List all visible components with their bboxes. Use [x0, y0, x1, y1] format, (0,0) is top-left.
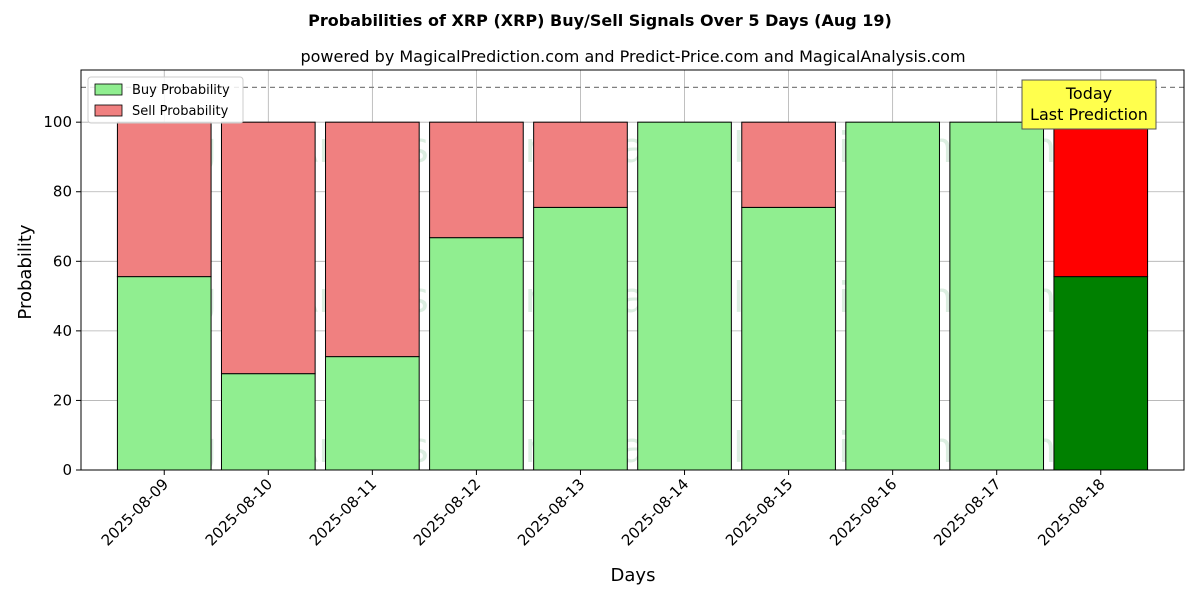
- bar-sell: [116, 121, 212, 278]
- y-tick-label: 20: [53, 391, 72, 409]
- x-tick-label: 2025-08-11: [306, 475, 380, 549]
- x-axis: 2025-08-09 2025-08-10 2025-08-11 2025-08-12…: [98, 470, 1109, 549]
- bar-buy: [116, 276, 212, 471]
- bar-buy: [637, 121, 732, 471]
- bar-buy: [533, 206, 628, 471]
- y-tick-label: 60: [53, 252, 72, 270]
- x-tick-label: 2025-08-09: [98, 475, 172, 549]
- bar-sell: [741, 121, 836, 208]
- bar-sell: [533, 121, 628, 208]
- bar-buy: [220, 373, 316, 471]
- x-tick-label: 2025-08-17: [930, 475, 1004, 549]
- annotation-line-today: Today: [1065, 84, 1112, 103]
- y-tick-label: 80: [53, 183, 72, 201]
- bar-buy: [1053, 276, 1149, 471]
- chart-subtitle: powered by MagicalPrediction.com and Pre…: [300, 47, 965, 66]
- y-axis: 0 20 40 60 80 100: [43, 113, 81, 479]
- x-tick-label: 2025-08-13: [514, 475, 588, 549]
- plot-frame: [80, 69, 1185, 471]
- x-tick-label: 2025-08-16: [826, 475, 900, 549]
- legend: Buy Probability Sell Probability: [87, 76, 244, 124]
- legend-swatch-sell: [94, 104, 123, 117]
- x-tick-label: 2025-08-10: [202, 475, 276, 549]
- x-tick-label: 2025-08-18: [1034, 475, 1108, 549]
- y-tick-label: 0: [62, 461, 72, 479]
- legend-label-sell: Sell Probability: [132, 104, 229, 119]
- y-axis-label: Probability: [15, 224, 36, 319]
- bar-buy: [741, 206, 836, 471]
- x-tick-label: 2025-08-14: [618, 475, 692, 549]
- x-tick-label: 2025-08-12: [410, 475, 484, 549]
- legend-swatch-buy: [94, 83, 123, 96]
- annotation-box: [1021, 79, 1157, 130]
- x-tick-label: 2025-08-15: [722, 475, 796, 549]
- bar-buy: [845, 121, 940, 471]
- chart-title: Probabilities of XRP (XRP) Buy/Sell Sign…: [308, 11, 892, 30]
- y-tick-label: 100: [43, 113, 72, 131]
- annotation-line-last-prediction: Last Prediction: [1030, 105, 1148, 124]
- bar-sell: [1053, 121, 1149, 278]
- bar-buy: [949, 121, 1045, 471]
- bar-buy: [325, 356, 420, 471]
- y-tick-label: 40: [53, 322, 72, 340]
- legend-box: [87, 76, 244, 124]
- bar-sell: [325, 121, 420, 358]
- bar-sell: [429, 121, 524, 239]
- legend-label-buy: Buy Probability: [132, 83, 230, 98]
- bars: [116, 121, 1149, 471]
- x-axis-label: Days: [611, 565, 656, 586]
- today-annotation: Today Last Prediction: [1021, 79, 1157, 130]
- bar-sell: [220, 121, 316, 375]
- bar-buy: [429, 237, 524, 471]
